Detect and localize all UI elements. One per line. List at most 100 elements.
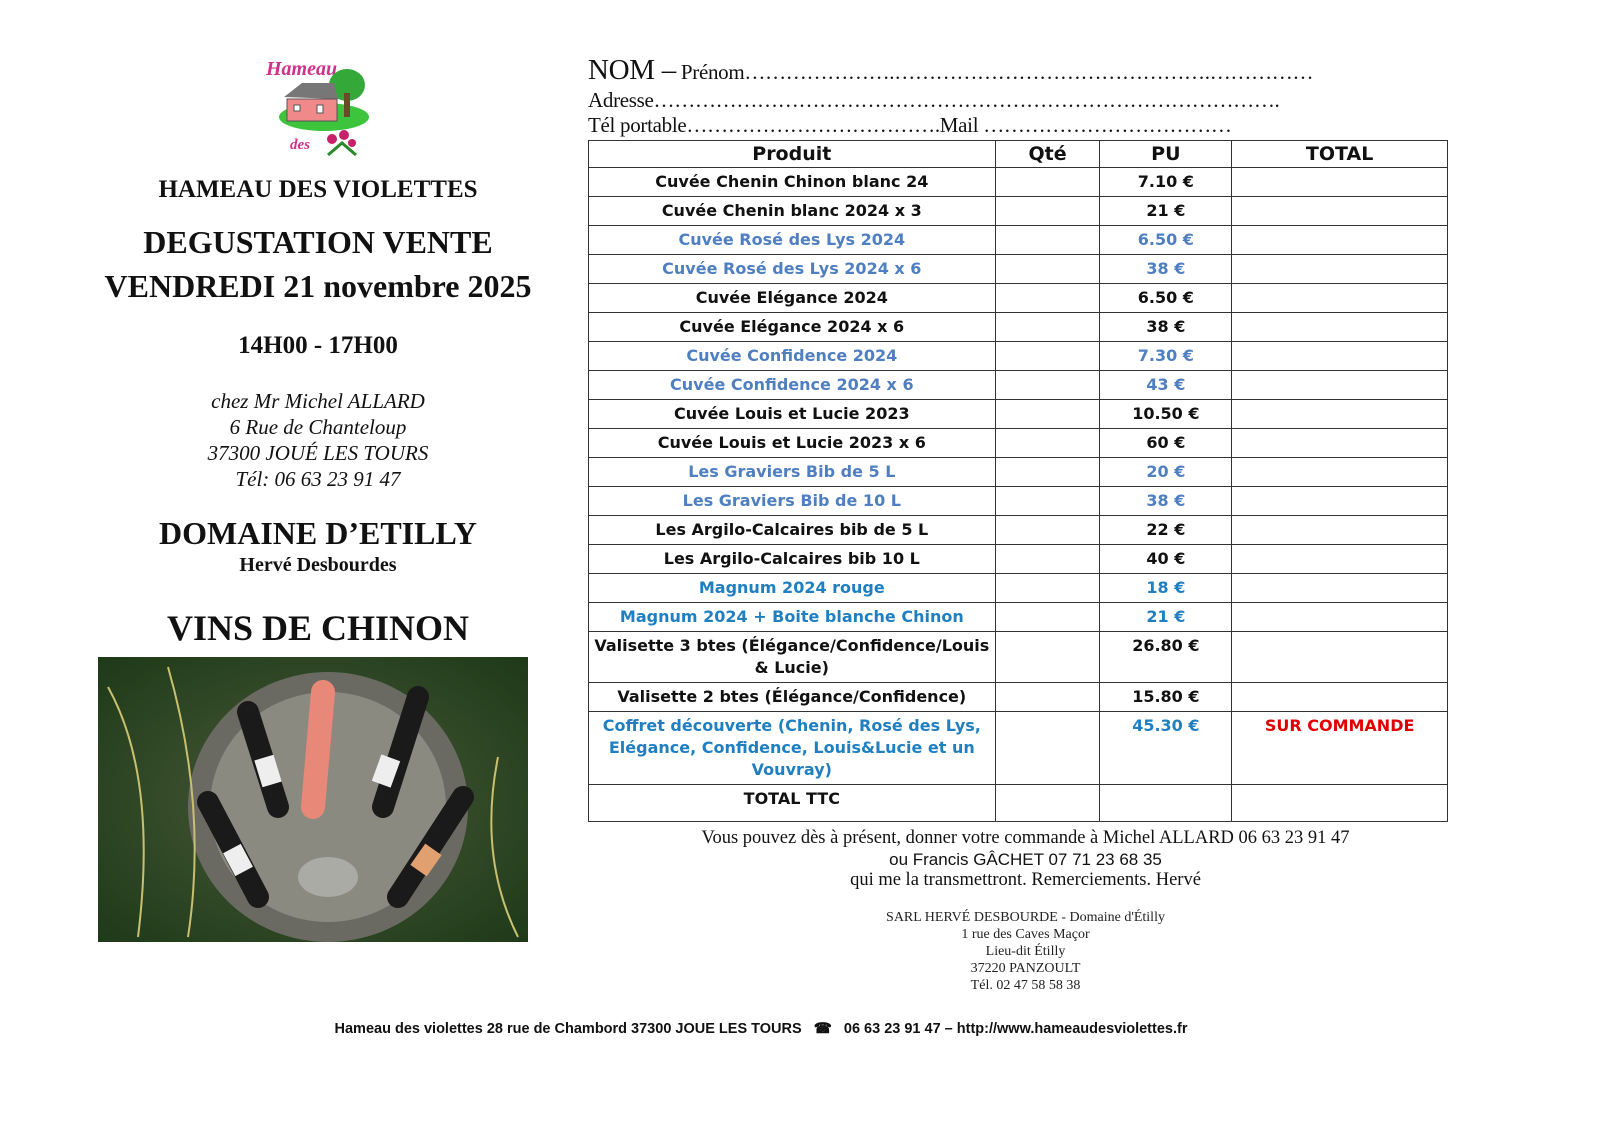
header-total: TOTAL <box>1231 140 1448 168</box>
footer-contact: 06 63 23 91 47 – http://www.hameaudesvio… <box>843 1021 1188 1037</box>
qty-cell[interactable] <box>994 254 1101 284</box>
table-row: Cuvée Louis et Lucie 2023 x 6 60 € <box>588 428 1448 458</box>
total-value-cell[interactable] <box>1231 784 1448 822</box>
logo-text-bottom: des <box>290 137 310 153</box>
total-cell[interactable] <box>1231 312 1448 342</box>
event-address: chez Mr Michel ALLARD 6 Rue de Chantelou… <box>78 388 558 492</box>
unit-price: 38 € <box>1099 486 1233 516</box>
nom-label: NOM – <box>588 54 676 86</box>
table-row: Cuvée Elégance 2024 6.50 € <box>588 283 1448 313</box>
qty-cell[interactable] <box>994 544 1101 574</box>
table-row: Magnum 2024 + Boite blanche Chinon 21 € <box>588 602 1448 632</box>
product-name: Cuvée Louis et Lucie 2023 x 6 <box>588 428 996 458</box>
qty-cell[interactable] <box>994 631 1101 683</box>
product-name: Magnum 2024 rouge <box>588 573 996 603</box>
table-row: Cuvée Rosé des Lys 2024 6.50 € <box>588 225 1448 255</box>
header-pu: PU <box>1099 140 1233 168</box>
product-name: Cuvée Chenin blanc 2024 x 3 <box>588 196 996 226</box>
company-info: SARL HERVÉ DESBOURDE - Domaine d'Étilly … <box>588 909 1463 994</box>
total-row: TOTAL TTC <box>588 784 1448 822</box>
unit-price: 38 € <box>1099 312 1233 342</box>
qty-cell[interactable] <box>994 711 1101 785</box>
table-row: Cuvée Rosé des Lys 2024 x 6 38 € <box>588 254 1448 284</box>
total-cell[interactable] <box>1231 602 1448 632</box>
qty-cell[interactable] <box>994 573 1101 603</box>
qty-cell[interactable] <box>994 312 1101 342</box>
total-cell[interactable] <box>1231 254 1448 284</box>
qty-cell[interactable] <box>994 515 1101 545</box>
unit-price: 10.50 € <box>1099 399 1233 429</box>
qty-cell[interactable] <box>994 682 1101 712</box>
total-cell[interactable] <box>1231 283 1448 313</box>
phone-mail-field[interactable]: Tél portable……………………………….Mail …………………………… <box>588 113 1232 137</box>
event-line1: DEGUSTATION VENTE <box>143 224 493 260</box>
total-cell[interactable] <box>1231 370 1448 400</box>
unit-price: 38 € <box>1099 254 1233 284</box>
product-name: Les Argilo-Calcaires bib 10 L <box>588 544 996 574</box>
qty-cell[interactable] <box>994 167 1101 197</box>
total-cell[interactable] <box>1231 428 1448 458</box>
unit-price: 45.30 € <box>1099 711 1233 785</box>
name-field[interactable]: NOM – Prénom………………….……………………………………….…………… <box>588 54 1314 87</box>
total-cell[interactable] <box>1231 544 1448 574</box>
table-row: Coffret découverte (Chenin, Rosé des Lys… <box>588 711 1448 785</box>
qty-cell[interactable] <box>994 457 1101 487</box>
company-line: 37220 PANZOULT <box>970 961 1081 976</box>
qty-cell[interactable] <box>994 225 1101 255</box>
header-product: Produit <box>588 140 996 168</box>
company-line: Lieu-dit Étilly <box>985 944 1066 959</box>
order-note-line: ou Francis GÂCHET 07 71 23 68 35 <box>889 850 1162 869</box>
unit-price: 40 € <box>1099 544 1233 574</box>
table-row: Cuvée Chenin blanc 2024 x 3 21 € <box>588 196 1448 226</box>
unit-price: 26.80 € <box>1099 631 1233 683</box>
product-name: Valisette 3 btes (Élégance/Confidence/Lo… <box>588 631 996 683</box>
qty-cell[interactable] <box>994 486 1101 516</box>
table-row: Valisette 3 btes (Élégance/Confidence/Lo… <box>588 631 1448 683</box>
unit-price: 20 € <box>1099 457 1233 487</box>
qty-cell[interactable] <box>994 341 1101 371</box>
address-field[interactable]: Adresse………………………………………………………………………………. <box>588 88 1280 112</box>
total-cell[interactable] <box>1231 486 1448 516</box>
total-cell[interactable] <box>1231 515 1448 545</box>
table-row: Cuvée Confidence 2024 7.30 € <box>588 341 1448 371</box>
total-cell[interactable] <box>1231 341 1448 371</box>
product-name: Les Graviers Bib de 10 L <box>588 486 996 516</box>
total-cell[interactable] <box>1231 167 1448 197</box>
table-row: Les Argilo-Calcaires bib de 5 L 22 € <box>588 515 1448 545</box>
total-cell[interactable] <box>1231 573 1448 603</box>
qty-cell[interactable] <box>994 602 1101 632</box>
event-date: VENDREDI 21 novembre 2025 <box>104 268 532 304</box>
phone-icon: ☎ <box>813 1021 832 1037</box>
order-note-line: qui me la transmettront. Remerciements. … <box>850 870 1201 890</box>
total-cell[interactable] <box>1231 457 1448 487</box>
total-cell[interactable] <box>1231 682 1448 712</box>
qty-cell[interactable] <box>994 283 1101 313</box>
total-qty-cell[interactable] <box>994 784 1101 822</box>
table-row: Cuvée Elégance 2024 x 6 38 € <box>588 312 1448 342</box>
total-cell[interactable]: SUR COMMANDE <box>1231 711 1448 785</box>
table-row: Valisette 2 btes (Élégance/Confidence) 1… <box>588 682 1448 712</box>
unit-price: 43 € <box>1099 370 1233 400</box>
header-qty: Qté <box>994 140 1101 168</box>
qty-cell[interactable] <box>994 196 1101 226</box>
product-name: Coffret découverte (Chenin, Rosé des Lys… <box>588 711 996 785</box>
total-cell[interactable] <box>1231 196 1448 226</box>
table-header: Produit Qté PU TOTAL <box>588 140 1448 168</box>
unit-price: 21 € <box>1099 602 1233 632</box>
table-row: Magnum 2024 rouge 18 € <box>588 573 1448 603</box>
wines-title: VINS DE CHINON <box>166 608 470 648</box>
page-footer: Hameau des violettes 28 rue de Chambord … <box>0 1021 1522 1037</box>
order-note: Vous pouvez dès à présent, donner votre … <box>588 828 1463 891</box>
company-line: Tél. 02 47 58 58 38 <box>970 978 1081 993</box>
qty-cell[interactable] <box>994 370 1101 400</box>
qty-cell[interactable] <box>994 428 1101 458</box>
total-cell[interactable] <box>1231 399 1448 429</box>
logo-text-top: Hameau <box>265 58 337 80</box>
unit-price: 6.50 € <box>1099 225 1233 255</box>
total-cell[interactable] <box>1231 631 1448 683</box>
product-name: Cuvée Rosé des Lys 2024 <box>588 225 996 255</box>
qty-cell[interactable] <box>994 399 1101 429</box>
unit-price: 7.30 € <box>1099 341 1233 371</box>
total-cell[interactable] <box>1231 225 1448 255</box>
